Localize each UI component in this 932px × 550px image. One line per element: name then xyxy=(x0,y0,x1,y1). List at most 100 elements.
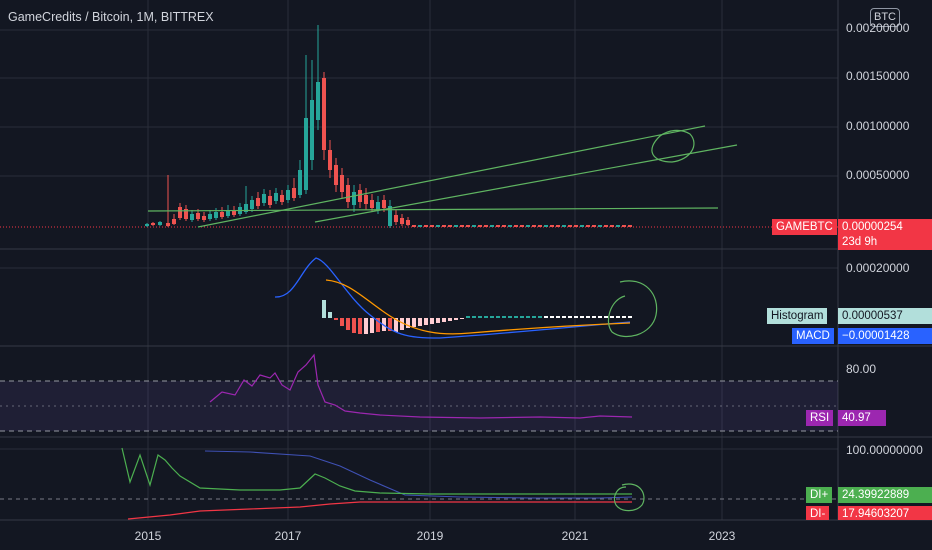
histogram-bar xyxy=(448,318,452,321)
candlesticks xyxy=(145,25,632,228)
histogram-bar xyxy=(376,318,380,332)
histogram-bar xyxy=(526,316,530,318)
candle-body xyxy=(256,198,260,206)
candle-body xyxy=(406,220,410,225)
histogram-bar xyxy=(346,318,350,330)
candle-body xyxy=(628,225,632,227)
candle-body xyxy=(340,175,344,192)
di-plus-line xyxy=(121,447,632,495)
histogram-bar xyxy=(454,318,458,320)
candle-body xyxy=(196,213,200,219)
drawn-circle-dmi[interactable] xyxy=(613,483,645,512)
candle-body xyxy=(370,200,374,208)
histogram-bar xyxy=(490,316,494,318)
candle-body xyxy=(478,225,482,227)
rsi-line xyxy=(209,353,633,419)
candle-body xyxy=(184,209,188,219)
candle-body xyxy=(151,223,155,225)
macd-histogram xyxy=(322,300,632,334)
histogram-bar xyxy=(334,318,338,320)
histogram-bar xyxy=(556,316,560,318)
histogram-bar xyxy=(550,316,554,318)
candle-body xyxy=(532,225,536,227)
rsi-axis-label: 80.00 xyxy=(846,362,877,376)
candle-body xyxy=(250,200,254,209)
candle-body xyxy=(322,78,326,150)
currency-badge[interactable]: BTC xyxy=(870,8,900,27)
price-axis-label: 0.00100000 xyxy=(846,119,910,133)
candle-body xyxy=(604,225,608,227)
candle-body xyxy=(472,225,476,227)
histogram-bar xyxy=(508,316,512,318)
drawn-trendlines[interactable] xyxy=(147,125,738,228)
candle-body xyxy=(262,194,266,203)
histogram-bar xyxy=(610,316,614,318)
candle-body xyxy=(550,225,554,227)
di-minus-label-tag: DI- xyxy=(806,506,830,520)
candle-body xyxy=(166,223,170,226)
candle-body xyxy=(442,225,446,227)
symbol-title[interactable]: GameCredits / Bitcoin, 1M, BITTREX xyxy=(8,10,214,24)
histogram-bar xyxy=(358,318,362,334)
candle-body xyxy=(412,225,416,227)
histogram-bar xyxy=(400,318,404,330)
pane-separators xyxy=(0,0,932,521)
horizontal-grid xyxy=(0,29,838,450)
candle-body xyxy=(448,225,452,227)
histogram-bar xyxy=(424,318,428,325)
candle-body xyxy=(190,214,194,220)
candle-body xyxy=(496,225,500,227)
time-axis-label: 2017 xyxy=(274,529,302,543)
candle-body xyxy=(202,216,206,220)
candle-body xyxy=(454,225,458,227)
candle-body xyxy=(208,214,212,219)
histogram-bar xyxy=(496,316,500,318)
histogram-bar xyxy=(598,316,602,318)
histogram-bar xyxy=(412,318,416,327)
candle-body xyxy=(280,195,284,202)
histogram-bar xyxy=(418,318,422,326)
price-axis-label: 0.00150000 xyxy=(846,69,910,83)
drawn-circle-macd[interactable] xyxy=(607,280,658,338)
histogram-bar xyxy=(502,316,506,318)
candle-body xyxy=(158,222,162,225)
candle-body xyxy=(592,225,596,227)
histogram-bar xyxy=(394,318,398,332)
di-minus-value-tag: 17.94603207 xyxy=(838,506,932,520)
histogram-bar xyxy=(436,318,440,323)
vertical-grid xyxy=(147,0,723,520)
candle-body xyxy=(526,225,530,227)
bar-countdown-tag: 23d 9h xyxy=(838,234,932,250)
di-plus-value-tag: 24.39922889 xyxy=(838,487,932,503)
candle-body xyxy=(244,204,248,212)
histogram-bar xyxy=(442,318,446,322)
histogram-bar xyxy=(484,316,488,318)
candle-body xyxy=(220,212,224,217)
rsi-label-tag: RSI xyxy=(806,410,834,426)
macd-line xyxy=(274,257,631,339)
candle-body xyxy=(490,225,494,227)
candle-body xyxy=(400,218,404,224)
candle-body xyxy=(346,185,350,202)
histogram-bar xyxy=(466,316,470,318)
candle-body xyxy=(598,225,602,227)
signal-line xyxy=(325,279,631,335)
histogram-bar xyxy=(322,300,326,318)
candle-body xyxy=(538,225,542,227)
candle-body xyxy=(508,225,512,227)
candle-body xyxy=(562,225,566,227)
histogram-bar xyxy=(532,316,536,318)
candle-body xyxy=(484,225,488,227)
last-price-tag: 0.00000254 xyxy=(838,219,932,235)
time-axis-label: 2023 xyxy=(708,529,736,543)
di-plus-label-tag: DI+ xyxy=(806,487,833,503)
candle-body xyxy=(610,225,614,227)
dmi-axis-label: 100.00000000 xyxy=(846,443,923,457)
histogram-bar xyxy=(544,316,548,318)
time-axis-label: 2021 xyxy=(561,529,589,543)
candle-body xyxy=(304,118,308,190)
candle-body xyxy=(424,225,428,227)
candle-body xyxy=(328,150,332,170)
candle-body xyxy=(580,225,584,227)
